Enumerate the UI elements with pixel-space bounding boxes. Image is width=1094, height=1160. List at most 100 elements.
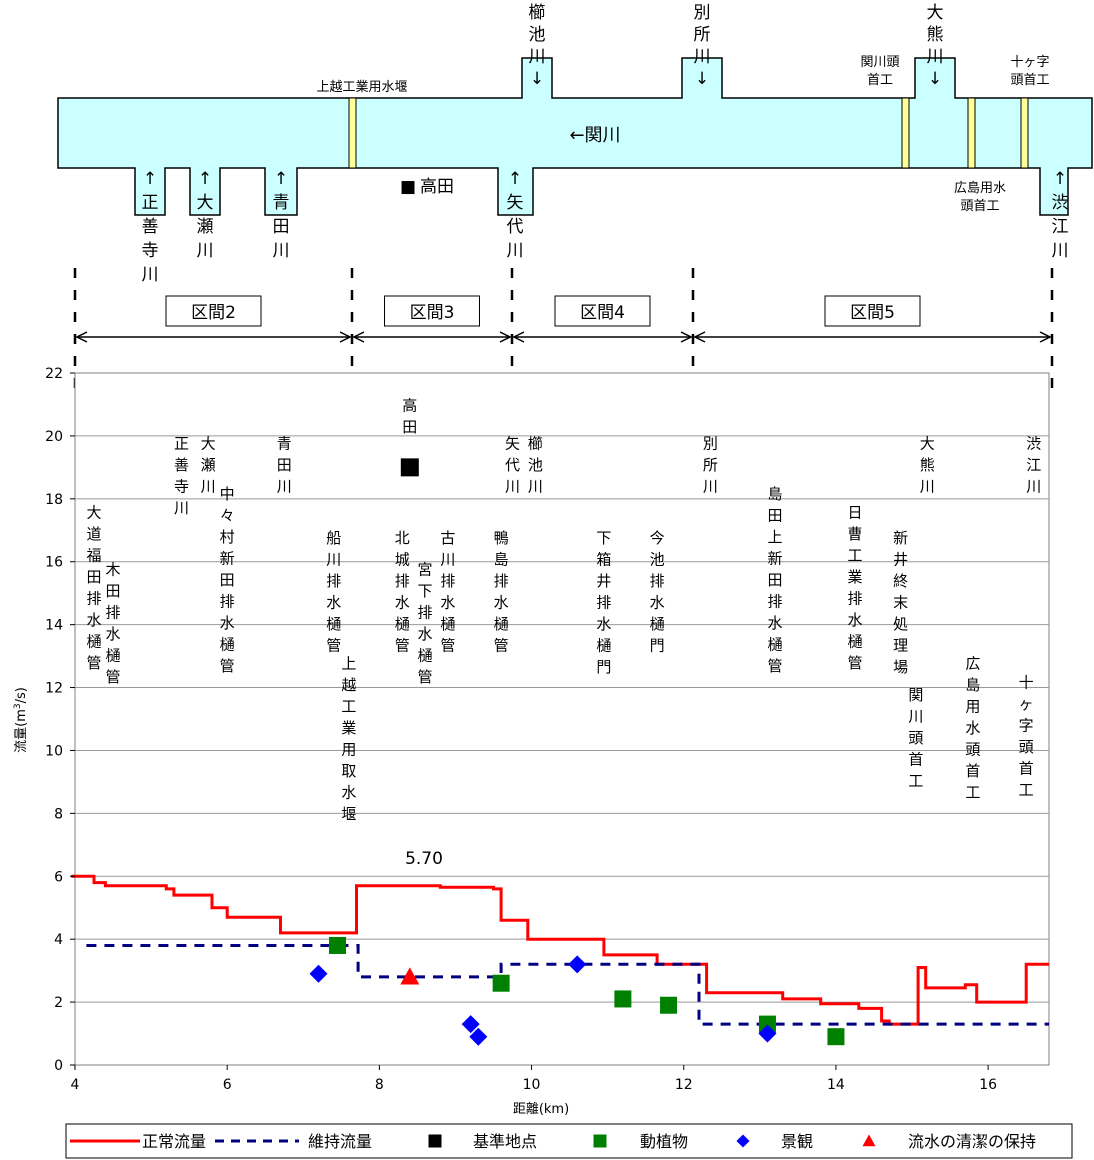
chart-annotation: 排 — [650, 572, 665, 590]
chart-annotation: 水 — [768, 614, 783, 632]
chart-annotation: 排 — [395, 572, 410, 590]
chart-annotation: 理 — [893, 636, 908, 654]
flora-fauna-marker — [827, 1028, 845, 1046]
tributary-top-label: 川 — [694, 47, 711, 67]
station-marker: ■ — [400, 177, 416, 197]
chart-annotation: 所 — [703, 456, 718, 474]
chart-annotation: 水 — [494, 593, 509, 611]
chart-annotation: 宮 — [418, 560, 433, 578]
chart-annotation: 工 — [908, 772, 923, 790]
tributary-bottom-label: 川 — [197, 241, 214, 261]
chart-annotation: 末 — [893, 593, 908, 611]
y-tick-label: 22 — [45, 366, 63, 382]
chart-annotation: 島 — [965, 676, 980, 694]
legend-label: 基準地点 — [473, 1132, 537, 1151]
tributary-bottom-label: ↑ — [274, 169, 288, 189]
chart-annotation: 排 — [326, 572, 341, 590]
gridlines — [75, 435, 1049, 1003]
chart-annotation: 上 — [341, 655, 356, 673]
water-cleanliness-marker — [400, 967, 420, 985]
chart-annotation: 樋 — [847, 633, 862, 651]
chart-annotation: 樋 — [87, 633, 102, 651]
chart-annotation: 樋 — [650, 615, 665, 633]
chart-annotation: 田 — [87, 568, 102, 586]
tributary-bottom-label: 正 — [142, 193, 159, 213]
markers — [309, 458, 845, 1046]
tributary-bottom-label: 江 — [1052, 217, 1069, 237]
section-box — [165, 295, 262, 327]
chart-annotation: 渋 — [1026, 434, 1041, 452]
chart-annotation: 水 — [418, 625, 433, 643]
section-box — [384, 295, 480, 327]
chart-annotation: 川 — [277, 477, 292, 495]
chart-annotation: 関 — [908, 686, 923, 704]
y-tick-label: 8 — [54, 806, 63, 822]
weir-label: 上越工業用水堰 — [316, 79, 407, 95]
chart-annotation: 川 — [440, 550, 455, 568]
chart-annotation: 川 — [174, 499, 189, 517]
chart-annotation: 川 — [1026, 477, 1041, 495]
series-lines — [71, 874, 1049, 1026]
chart-annotation: 水 — [87, 611, 102, 629]
chart-annotation: 樋 — [440, 615, 455, 633]
chart-annotation: 工 — [341, 698, 356, 716]
section-label: 区間3 — [410, 303, 455, 323]
legend-label: 正常流量 — [142, 1132, 206, 1151]
chart-annotation: 水 — [220, 614, 235, 632]
landscape-marker — [758, 1024, 777, 1043]
chart-annotation: 字 — [1019, 717, 1034, 735]
chart-annotation: 管 — [847, 654, 862, 672]
maintenance-flow-line — [86, 944, 1049, 1026]
chart-annotation: 新 — [768, 549, 783, 567]
weir-hiroshima — [967, 97, 976, 169]
chart-annotation: 排 — [220, 592, 235, 610]
x-tick-label: 16 — [979, 1077, 997, 1093]
chart-annotation: 首 — [965, 762, 980, 780]
chart-annotation: 川 — [528, 477, 543, 495]
river-channel — [57, 57, 1093, 216]
tributary-bottom-label: ↑ — [143, 169, 157, 189]
y-tick-label: 18 — [45, 492, 63, 508]
max-flow-annotation: 5.70 — [405, 849, 443, 869]
chart-annotation: 島 — [494, 550, 509, 568]
chart-annotation: 頭 — [908, 729, 923, 747]
chart-annotation: 水 — [650, 593, 665, 611]
legend-swatch — [428, 1134, 442, 1148]
chart-annotation: 排 — [847, 590, 862, 608]
chart-annotation: ヶ — [1019, 695, 1034, 713]
chart-annotation: 福 — [87, 547, 102, 565]
flora-fauna-marker — [492, 974, 510, 992]
landscape-marker — [568, 955, 587, 974]
landscape-marker — [309, 964, 328, 983]
chart-annotation: 首 — [1019, 760, 1034, 778]
chart-annotation: 水 — [847, 611, 862, 629]
tributary-bottom-label: 青 — [273, 193, 290, 213]
y-tick-label: 12 — [45, 681, 63, 697]
chart-annotation: 門 — [596, 658, 611, 676]
chart-annotation: 樋 — [220, 635, 235, 653]
chart-annotation: 川 — [326, 550, 341, 568]
x-tick-label: 4 — [71, 1077, 80, 1093]
section-box — [554, 295, 651, 327]
chart-annotation: 田 — [277, 456, 292, 474]
chart-annotation: 排 — [440, 572, 455, 590]
chart-annotation: 門 — [650, 636, 665, 654]
flora-fauna-marker — [758, 1015, 776, 1033]
chart-annotation: 管 — [87, 654, 102, 672]
tributary-bottom-label: ↑ — [1053, 169, 1067, 189]
tributary-bottom-label: ↑ — [508, 169, 522, 189]
chart-annotation: 田 — [402, 418, 417, 436]
legend-label: 流水の清潔の保持 — [908, 1132, 1036, 1151]
x-tick-label: 12 — [675, 1077, 693, 1093]
chart-annotation: 大 — [87, 504, 102, 522]
chart-annotation: 樋 — [326, 615, 341, 633]
chart-annotation: 新 — [893, 529, 908, 547]
chart-annotation: 高 — [402, 397, 417, 415]
chart-annotations: 高田正善寺川大瀬川青田川矢代川櫛池川別所川大熊川渋江川中々村新田排水樋管島田上新… — [87, 397, 1042, 823]
weir-joetsu — [348, 97, 357, 169]
normal-flow-line — [71, 874, 1049, 1026]
chart-annotation: 管 — [494, 636, 509, 654]
x-axis-label: 距離(km) — [513, 1102, 569, 1117]
chart-annotation: 下 — [596, 529, 611, 547]
chart-annotation: 取 — [341, 762, 356, 780]
